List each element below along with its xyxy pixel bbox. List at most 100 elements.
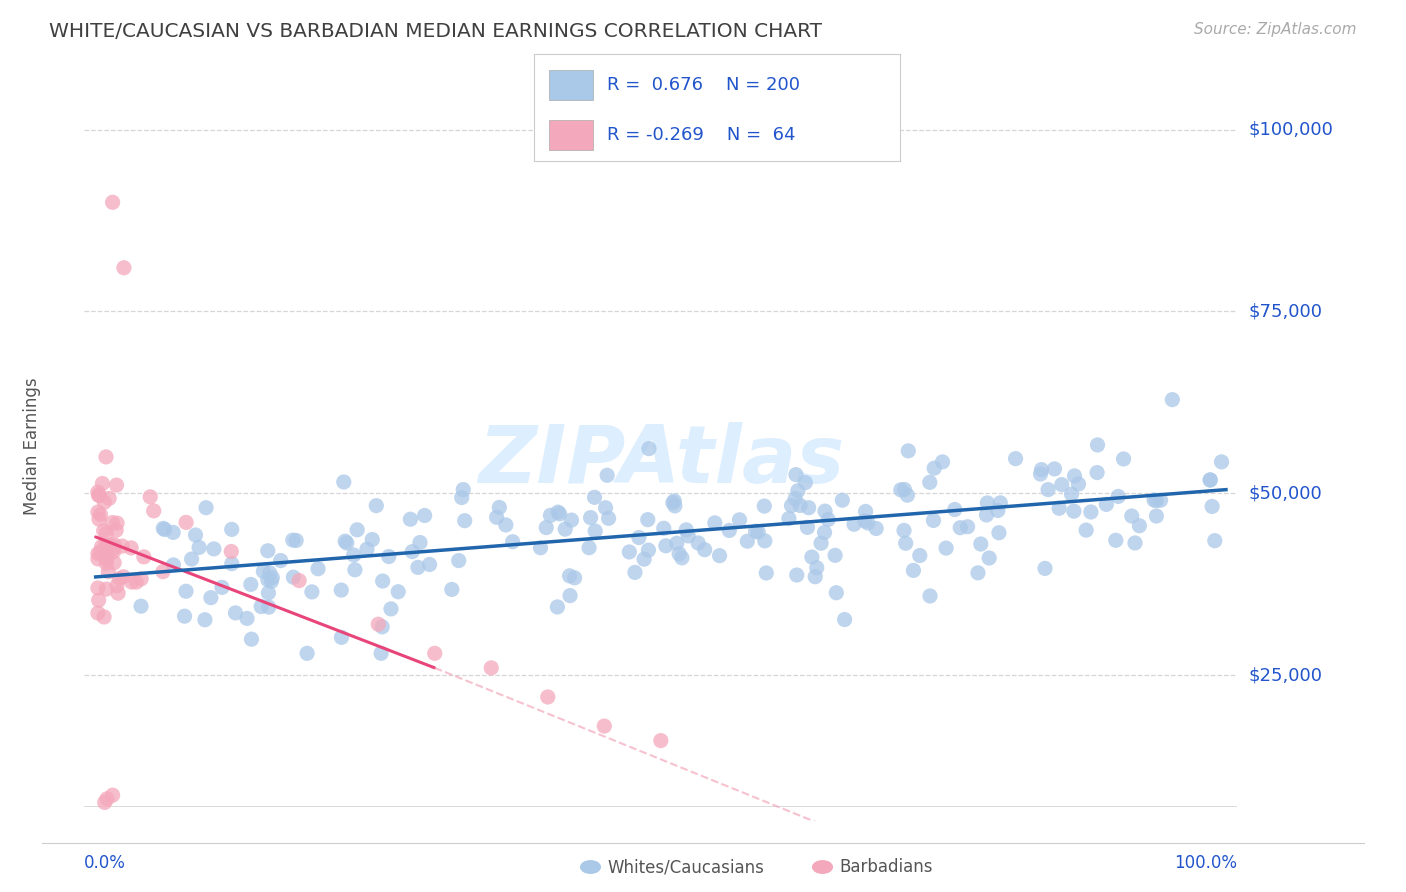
Point <box>270 553 292 567</box>
Point <box>1087 438 1109 452</box>
Point <box>87 606 110 620</box>
Point <box>893 483 915 497</box>
Point <box>637 543 659 558</box>
Point <box>105 516 128 530</box>
Point <box>754 499 776 513</box>
Point <box>709 549 731 563</box>
Point <box>97 540 120 554</box>
Point <box>111 539 134 553</box>
Point <box>202 541 225 556</box>
Point <box>1204 533 1226 548</box>
Point <box>87 505 110 519</box>
Point <box>371 574 394 588</box>
Point <box>896 488 918 502</box>
Point <box>479 661 502 675</box>
Point <box>152 565 174 579</box>
Point <box>89 545 111 559</box>
Point <box>252 564 274 578</box>
Text: Barbadians: Barbadians <box>839 858 934 876</box>
Point <box>173 609 195 624</box>
Point <box>89 489 111 503</box>
Point <box>638 442 661 456</box>
Point <box>558 569 581 583</box>
Point <box>1199 473 1222 487</box>
Point <box>129 599 152 614</box>
Point <box>195 500 218 515</box>
Text: ZIPAtlas: ZIPAtlas <box>478 422 844 500</box>
Point <box>678 529 700 543</box>
Point <box>894 536 917 550</box>
Point <box>1043 462 1066 476</box>
Point <box>789 499 811 513</box>
Point <box>538 508 561 523</box>
Point <box>1105 533 1128 548</box>
Point <box>423 646 446 660</box>
Point <box>1080 505 1102 519</box>
Point <box>987 525 1010 540</box>
Point <box>101 788 124 802</box>
Point <box>652 521 675 535</box>
Point <box>780 499 803 513</box>
Point <box>93 524 115 538</box>
Point <box>918 589 941 603</box>
Point <box>371 620 394 634</box>
Point <box>558 589 581 603</box>
Point <box>152 521 174 535</box>
Point <box>121 575 143 590</box>
Point <box>440 582 463 597</box>
Point <box>485 510 508 524</box>
Point <box>1063 504 1085 518</box>
Point <box>366 499 388 513</box>
Point <box>814 504 837 518</box>
Point <box>112 570 135 584</box>
Point <box>307 562 329 576</box>
Point <box>534 520 557 534</box>
Point <box>112 260 135 275</box>
Point <box>336 536 359 550</box>
Point <box>935 541 957 555</box>
Point <box>502 534 524 549</box>
Text: $25,000: $25,000 <box>1249 666 1323 684</box>
Point <box>976 508 998 522</box>
Point <box>180 552 202 566</box>
Point <box>174 584 197 599</box>
Point <box>744 524 766 538</box>
Point <box>97 539 120 553</box>
Point <box>96 582 118 596</box>
Text: Median Earnings: Median Earnings <box>24 377 42 515</box>
Point <box>343 563 366 577</box>
Point <box>624 566 647 580</box>
Point <box>361 533 384 547</box>
Text: WHITE/CAUCASIAN VS BARBADIAN MEDIAN EARNINGS CORRELATION CHART: WHITE/CAUCASIAN VS BARBADIAN MEDIAN EARN… <box>49 22 823 41</box>
Point <box>1076 523 1098 537</box>
Point <box>560 513 582 527</box>
Point <box>988 496 1011 510</box>
Point <box>1123 536 1146 550</box>
Point <box>834 613 856 627</box>
Point <box>330 631 353 645</box>
Point <box>564 571 586 585</box>
Point <box>662 496 685 510</box>
FancyBboxPatch shape <box>548 120 593 150</box>
Point <box>174 516 197 530</box>
Point <box>162 525 184 540</box>
Point <box>979 551 1001 566</box>
Point <box>139 490 162 504</box>
Point <box>755 566 778 580</box>
Point <box>922 513 945 527</box>
Point <box>1036 483 1059 497</box>
Point <box>120 541 142 555</box>
Point <box>1050 477 1073 491</box>
Point <box>785 491 807 506</box>
Point <box>796 520 818 534</box>
Point <box>903 563 925 577</box>
Point <box>1112 452 1135 467</box>
Point <box>103 541 125 556</box>
Point <box>825 585 848 599</box>
Point <box>184 528 207 542</box>
Point <box>100 538 122 552</box>
Point <box>401 544 423 558</box>
Point <box>87 593 110 607</box>
Point <box>330 583 353 598</box>
Point <box>675 523 697 537</box>
